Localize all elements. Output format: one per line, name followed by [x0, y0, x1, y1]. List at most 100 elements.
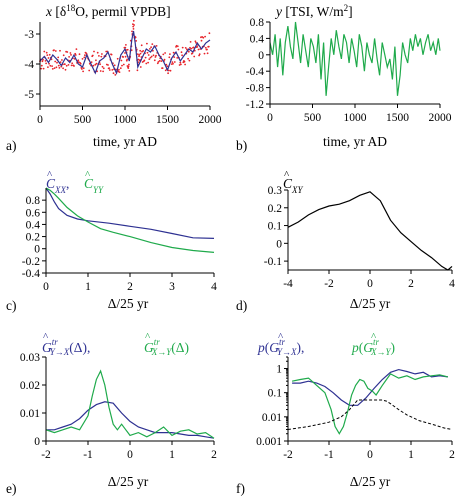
dot — [41, 60, 44, 63]
dot — [59, 61, 62, 63]
dot — [184, 47, 187, 49]
x-tick-label: 2000 — [429, 112, 452, 124]
svg-text:^: ^ — [371, 331, 377, 343]
x-axis-label: Δ/25 yr — [350, 474, 391, 489]
dot — [70, 64, 73, 67]
dot — [139, 52, 142, 55]
dot — [183, 60, 186, 63]
x-tick-label: 0 — [43, 281, 49, 293]
dot — [146, 51, 149, 54]
x-axis-label: Δ/25 yr — [108, 474, 149, 489]
svg-text:^: ^ — [43, 331, 49, 343]
panel-e: -2 -1 0 1 2 0.03 0.02 0.01 0 Δ/25 yr e) — [6, 352, 217, 496]
series-c-0 — [45, 187, 215, 239]
y-tick-label: -5 — [24, 89, 34, 101]
dot — [146, 42, 148, 45]
x-tick-label: 500 — [74, 114, 92, 126]
dot — [124, 52, 126, 54]
dot — [121, 64, 123, 67]
dot — [79, 62, 82, 65]
x-tick-label: 4 — [449, 278, 455, 290]
dot — [136, 69, 139, 72]
series-e-0 — [46, 401, 215, 439]
dot — [181, 54, 184, 57]
dot — [127, 65, 130, 68]
dot — [196, 46, 199, 48]
series-d-0 — [287, 191, 453, 271]
panel-a: 0 500 1000 1500 2000 -3 -4 -5 time, yr AD a) — [6, 19, 222, 153]
dot — [176, 57, 179, 59]
dot — [202, 36, 205, 39]
y-tick-label: 0 — [34, 244, 40, 256]
series-a-dots — [39, 19, 211, 76]
dot — [147, 61, 150, 64]
x-tick-label: 1500 — [386, 112, 409, 124]
dot — [48, 53, 51, 56]
dot — [91, 54, 94, 57]
dot — [206, 48, 208, 51]
series-e-1 — [45, 369, 215, 439]
dot — [96, 51, 99, 54]
svg-text:^: ^ — [85, 169, 91, 181]
y-tick-label: 0.1 — [268, 388, 283, 400]
x-tick-label: -4 — [283, 278, 293, 290]
y-tick-label: 0.01 — [262, 412, 282, 424]
dot — [208, 32, 211, 35]
x-tick-label: 0 — [127, 449, 133, 461]
dot — [167, 69, 170, 72]
y-tick-label: -0.4 — [22, 268, 40, 280]
dot — [93, 50, 95, 53]
panel-label: f) — [236, 481, 245, 496]
x-tick-label: 0 — [367, 278, 373, 290]
dot — [99, 63, 101, 66]
dot — [168, 56, 171, 59]
y-tick-label: -0.8 — [246, 83, 264, 95]
dot — [58, 67, 61, 69]
panel-label: b) — [236, 138, 247, 153]
dot — [150, 55, 153, 58]
dot — [108, 69, 111, 71]
dot — [164, 69, 167, 72]
dot — [81, 68, 83, 70]
dot — [138, 54, 141, 56]
svg-text:CXX,: CXX, — [46, 176, 69, 195]
panel-label: d) — [236, 298, 247, 313]
dot — [152, 54, 155, 57]
dot — [187, 50, 190, 53]
dot — [118, 71, 121, 73]
dot — [200, 39, 203, 42]
dot — [152, 49, 154, 52]
dot — [134, 36, 137, 39]
dot — [51, 65, 53, 67]
dot — [73, 65, 75, 67]
svg-text:CXY: CXY — [283, 176, 304, 195]
dot — [180, 51, 183, 54]
y-tick-label: 0.1 — [268, 221, 283, 233]
dot — [62, 67, 64, 70]
dot — [132, 25, 135, 28]
dot — [193, 55, 196, 58]
dot — [190, 47, 193, 50]
dot — [42, 58, 44, 61]
dot — [207, 45, 210, 48]
dot — [147, 54, 150, 56]
dot — [132, 28, 135, 30]
dot — [68, 56, 70, 58]
dot — [173, 56, 176, 58]
x-tick-label: 0 — [267, 112, 273, 124]
x-tick-label: 0 — [37, 114, 43, 126]
dot — [132, 19, 135, 22]
series-c-1 — [45, 187, 215, 253]
dot — [176, 45, 179, 48]
dot — [40, 67, 43, 70]
dot — [192, 46, 195, 49]
svg-text:^: ^ — [278, 331, 284, 343]
dot — [191, 52, 194, 54]
dot — [171, 61, 174, 63]
dot — [150, 46, 153, 49]
y-tick-label: 0.02 — [20, 380, 40, 392]
y-tick-label: 0.2 — [268, 203, 283, 215]
dot — [140, 44, 143, 47]
